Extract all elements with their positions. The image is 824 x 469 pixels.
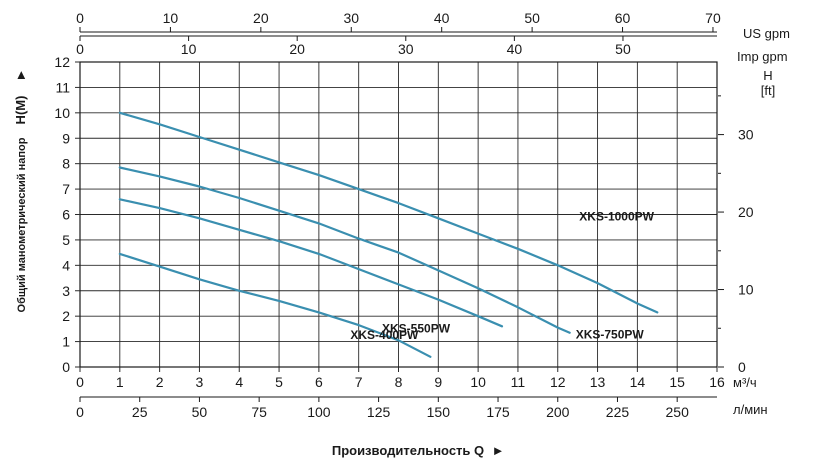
y-tick-label: 3 (62, 283, 70, 299)
x-tick-label: 16 (709, 374, 725, 390)
imp-gpm-tick-label: 50 (615, 41, 631, 57)
y-tick-label: 10 (54, 105, 70, 121)
y-tick-label: 6 (62, 207, 70, 223)
imp-gpm-tick-label: 30 (398, 41, 414, 57)
x-tick-label: 3 (196, 374, 204, 390)
us-gpm-tick-label: 10 (163, 10, 179, 26)
grid-lines (80, 62, 717, 367)
lmin-tick-label: 50 (192, 404, 208, 420)
y-axis-title: Общий манометрический напор (16, 137, 28, 312)
x-tick-label: 13 (590, 374, 606, 390)
lmin-tick-label: 175 (486, 404, 510, 420)
y-axis-arrow: ► (13, 69, 28, 82)
y-tick-label: 5 (62, 232, 70, 248)
series-label-xks-750pw: XKS-750PW (576, 328, 645, 342)
x-tick-label: 12 (550, 374, 566, 390)
lmin-tick-label: 200 (546, 404, 570, 420)
x-tick-label: 1 (116, 374, 124, 390)
ft-tick-label: 20 (738, 204, 754, 220)
us-gpm-tick-label: 0 (76, 10, 84, 26)
series-label-xks-550pw: XKS-550PW (382, 321, 451, 335)
us-gpm-tick-label: 60 (615, 10, 631, 26)
lmin-tick-label: 25 (132, 404, 148, 420)
lmin-tick-label: 225 (606, 404, 630, 420)
x-tick-label: 5 (275, 374, 283, 390)
y-tick-label: 0 (62, 359, 70, 375)
series-label-xks-1000pw: XKS-1000PW (579, 209, 654, 223)
x-tick-label: 0 (76, 374, 84, 390)
y-tick-label: 11 (55, 79, 70, 95)
us-gpm-tick-label: 50 (524, 10, 540, 26)
x-tick-label: 14 (630, 374, 646, 390)
x-tick-label: 15 (669, 374, 685, 390)
series-label-xks-400pw: XKS-400PW (350, 328, 419, 342)
x-tick-label: 8 (395, 374, 403, 390)
ft-tick-label: 0 (738, 359, 746, 375)
x-unit-m3h: м³/ч (733, 375, 757, 390)
y-tick-label: 7 (62, 181, 70, 197)
ft-tick-label: 30 (738, 127, 754, 143)
x-tick-label: 4 (235, 374, 243, 390)
y-tick-label: 12 (54, 54, 70, 70)
lmin-tick-label: 100 (307, 404, 331, 420)
right-unit-h: H (763, 68, 772, 83)
y-tick-label: 1 (62, 334, 70, 350)
axes: 0 1 2 3 4 5 6 7 8 9 10 11 12 13 14 15 160123456789101112… (54, 10, 753, 420)
x-tick-label: 9 (434, 374, 442, 390)
top-unit-us-gpm: US gpm (743, 26, 790, 41)
x-unit-lmin: л/мин (733, 402, 768, 417)
lmin-tick-label: 125 (367, 404, 391, 420)
x-tick-label: 2 (156, 374, 164, 390)
y-tick-label: 8 (62, 156, 70, 172)
us-gpm-tick-label: 70 (705, 10, 721, 26)
imp-gpm-tick-label: 20 (289, 41, 305, 57)
lmin-tick-label: 0 (76, 404, 84, 420)
x-tick-label: 6 (315, 374, 323, 390)
series-line-xks-1000pw (118, 111, 659, 314)
series-line-xks-550pw (118, 198, 504, 328)
imp-gpm-tick-label: 0 (76, 41, 84, 57)
lmin-tick-label: 250 (666, 404, 690, 420)
imp-gpm-tick-label: 10 (181, 41, 197, 57)
x-axis-arrow: ► (492, 443, 505, 458)
top-unit-imp-gpm: Imp gpm (737, 49, 788, 64)
us-gpm-tick-label: 20 (253, 10, 269, 26)
y-axis-symbol: H(M) (13, 96, 28, 125)
series-line-xks-400pw (118, 252, 432, 358)
us-gpm-tick-label: 30 (343, 10, 359, 26)
x-tick-label: 11 (511, 374, 526, 390)
y-tick-label: 9 (62, 130, 70, 146)
imp-gpm-tick-label: 40 (507, 41, 523, 57)
x-axis-title: Производительность Q (332, 443, 484, 458)
right-unit-ft: [ft] (761, 83, 775, 98)
ft-tick-label: 10 (738, 282, 754, 298)
y-tick-label: 2 (62, 308, 70, 324)
y-tick-label: 4 (62, 257, 70, 273)
x-tick-label: 7 (355, 374, 363, 390)
lmin-tick-label: 75 (251, 404, 267, 420)
lmin-tick-label: 150 (427, 404, 451, 420)
series-line-xks-750pw (118, 166, 571, 334)
us-gpm-tick-label: 40 (434, 10, 450, 26)
x-tick-label: 10 (470, 374, 486, 390)
